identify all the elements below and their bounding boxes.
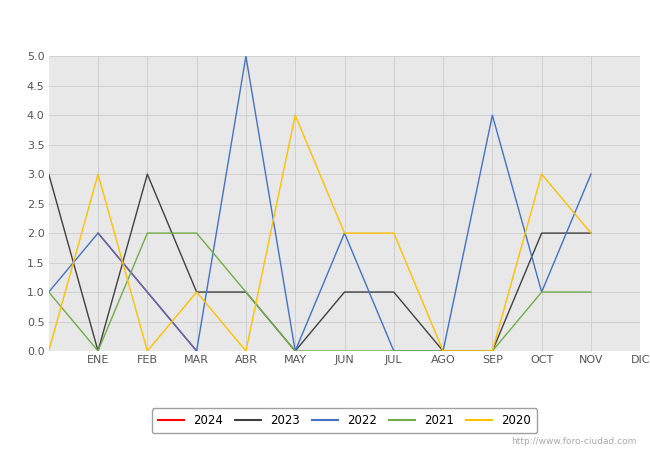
- Legend: 2024, 2023, 2022, 2021, 2020: 2024, 2023, 2022, 2021, 2020: [152, 409, 537, 433]
- Text: http://www.foro-ciudad.com: http://www.foro-ciudad.com: [512, 436, 637, 446]
- Text: Matriculaciones de Vehiculos en Eljas: Matriculaciones de Vehiculos en Eljas: [170, 14, 480, 33]
